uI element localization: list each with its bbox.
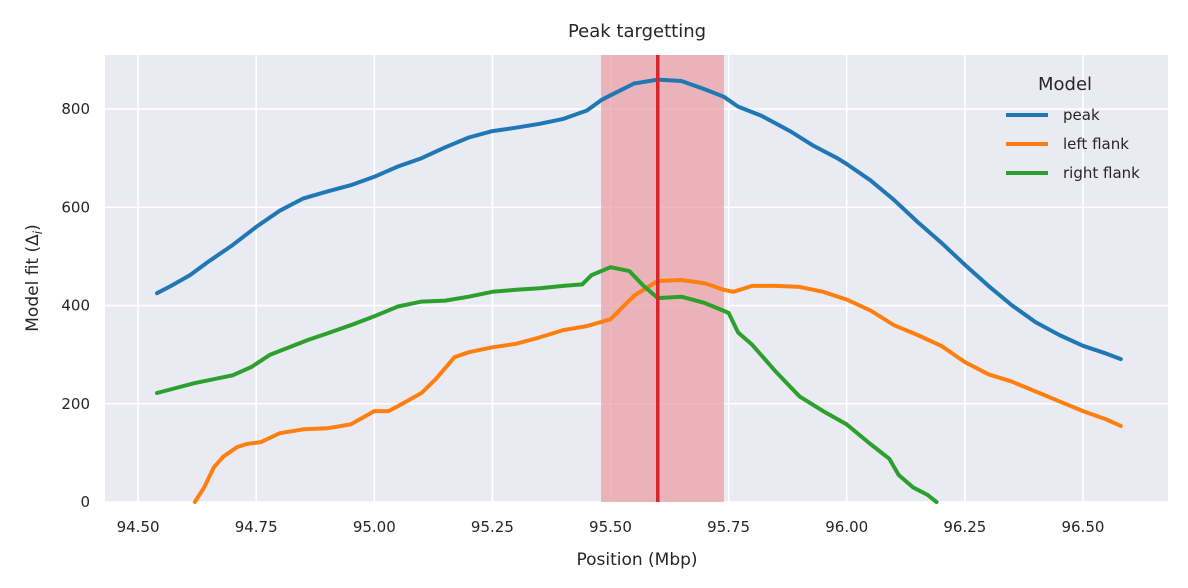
legend-label: right flank [1063,164,1140,182]
series-line-peak [155,77,1123,362]
x-tick-label: 95.25 [471,518,514,536]
series-line-left-flank [192,278,1123,504]
y-axis-label-subscript: i [31,230,45,234]
x-tick-label: 95.75 [707,518,750,536]
y-tick-label: 200 [61,395,90,413]
series-layer [155,77,1123,504]
x-axis-label: Position (Mbp) [576,550,697,570]
legend: Model peak left flank right flank [1006,74,1140,182]
x-tick-label: 96.50 [1061,518,1104,536]
highlight-band-layer [601,55,724,502]
legend-label: peak [1063,106,1100,124]
highlight-band [601,55,724,502]
legend-title: Model [1038,74,1092,95]
y-tick-label: 800 [61,100,90,118]
y-ticks: 0 200 400 600 800 [61,100,90,511]
legend-items: peak left flank right flank [1006,106,1140,182]
y-axis-label-main: Model fit (Δ [23,234,43,332]
x-tick-label: 94.50 [117,518,160,536]
y-tick-label: 0 [80,493,90,511]
series-line-right-flank [155,265,939,504]
x-tick-label: 95.00 [353,518,396,536]
x-tick-label: 96.00 [825,518,868,536]
chart-title: Peak targetting [568,21,706,42]
x-tick-label: 94.75 [235,518,278,536]
y-tick-label: 400 [61,297,90,315]
y-tick-label: 600 [61,198,90,216]
x-tick-label: 96.25 [943,518,986,536]
legend-label: left flank [1063,135,1129,153]
x-ticks: 94.50 94.75 95.00 95.25 95.50 95.75 96.00 96.25… [117,518,1105,536]
y-axis-label: Model fit (Δi) [23,224,45,331]
y-axis-label-end: ) [23,224,43,231]
x-tick-label: 95.50 [589,518,632,536]
